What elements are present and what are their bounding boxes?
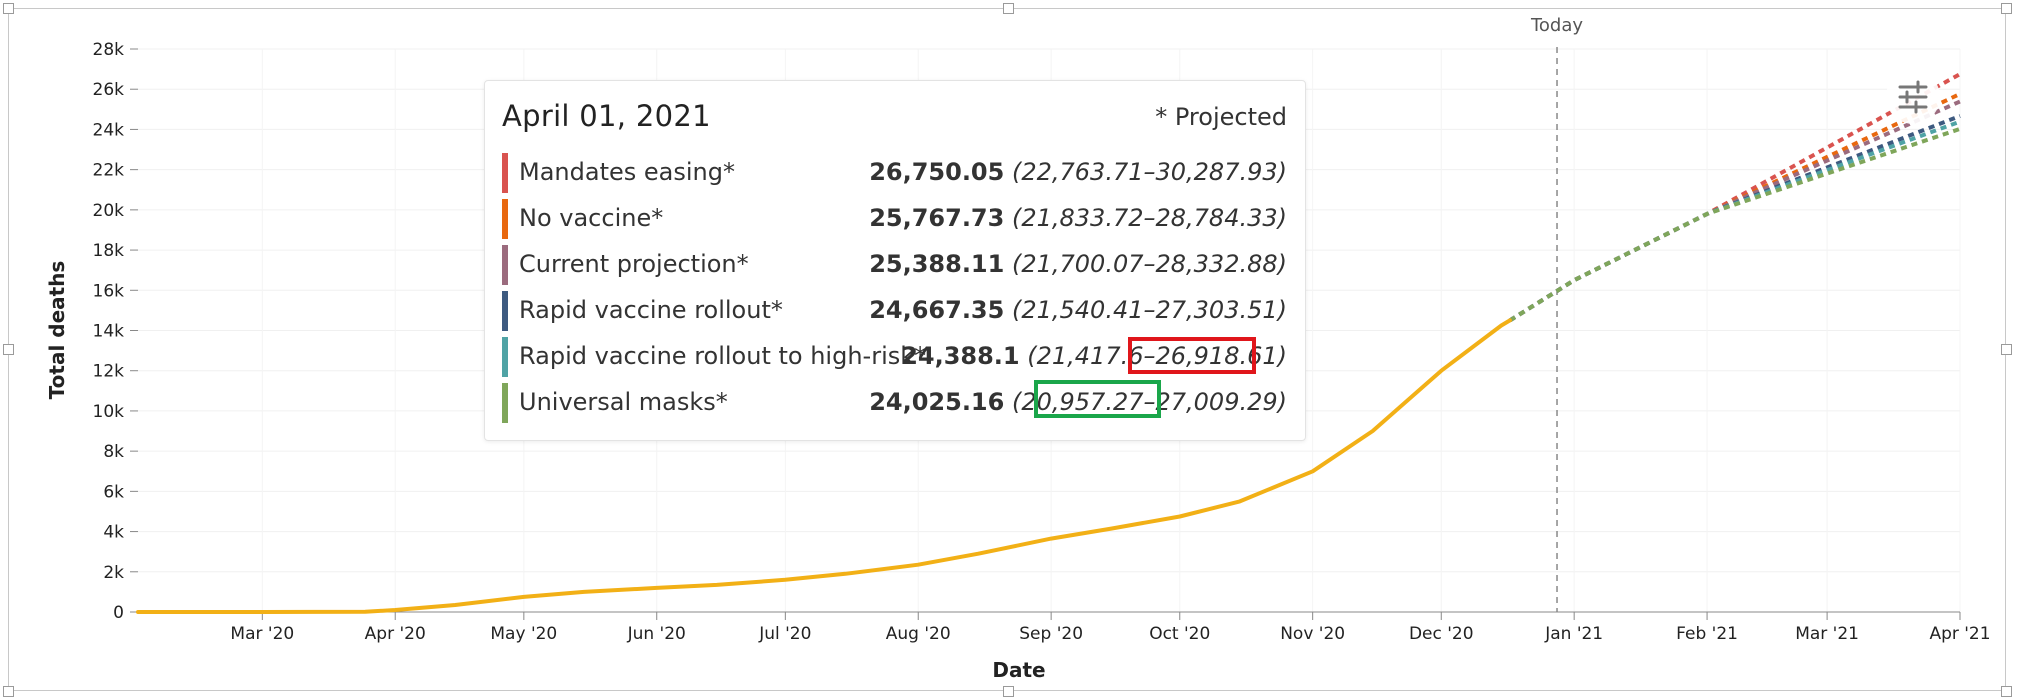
projection-line[interactable] xyxy=(1508,127,1961,323)
series-swatch xyxy=(502,199,508,239)
series-values: 26,750.05 (22,763.71–30,287.93) xyxy=(869,158,1287,186)
resize-handle-right[interactable] xyxy=(2001,344,2012,355)
y-axis-title: Total deaths xyxy=(45,261,69,400)
x-tick-label: Mar '21 xyxy=(1795,624,1859,644)
series-value: 25,767.73 xyxy=(869,204,1005,232)
projection-line[interactable] xyxy=(1508,92,1961,323)
series-value: 24,388.1 xyxy=(901,342,1020,370)
x-tick-label: Jun '20 xyxy=(627,624,686,644)
tooltip-row: Rapid vaccine rollout to high-risk* 24,38… xyxy=(502,337,1287,377)
projection-line[interactable] xyxy=(1508,99,1961,323)
observed-deaths-line[interactable] xyxy=(136,318,1512,614)
x-tick-label: Sep '20 xyxy=(1019,624,1083,644)
y-tick-label: 20k xyxy=(93,201,125,221)
series-swatch xyxy=(502,337,508,377)
x-axis-title: Date xyxy=(992,658,1045,682)
y-tick-label: 0 xyxy=(113,603,124,623)
series-value: 26,750.05 xyxy=(869,158,1005,186)
series-swatch xyxy=(502,153,508,193)
series-interval: (21,700.07–28,332.88) xyxy=(1004,250,1287,278)
series-name: Rapid vaccine rollout* xyxy=(519,296,783,324)
series-values: 24,667.35 (21,540.41–27,303.51) xyxy=(869,296,1287,324)
tooltip-date: April 01, 2021 xyxy=(502,99,711,133)
x-tick-label: Jan '21 xyxy=(1544,624,1603,644)
x-tick-label: Apr '21 xyxy=(1929,624,1990,644)
sliders-icon[interactable] xyxy=(1886,70,1940,124)
y-tick-label: 22k xyxy=(93,161,125,181)
series-swatch xyxy=(502,245,508,285)
tooltip-row: Current projection* 25,388.11 (21,700.07–… xyxy=(502,245,1287,285)
series-values: 24,388.1 (21,417.6–26,918.61) xyxy=(901,342,1287,370)
series-values: 25,767.73 (21,833.72–28,784.33) xyxy=(869,204,1287,232)
series-values: 25,388.11 (21,700.07–28,332.88) xyxy=(869,250,1287,278)
today-label: Today xyxy=(1530,15,1583,36)
tooltip-row: Universal masks* 24,025.16 (20,957.27–27,… xyxy=(502,383,1287,423)
series-interval: (20,957.27–27,009.29) xyxy=(1004,388,1287,416)
series-interval: (21,540.41–27,303.51) xyxy=(1004,296,1287,324)
tooltip-row: No vaccine* 25,767.73 (21,833.72–28,784.3… xyxy=(502,199,1287,239)
projection-lines xyxy=(1508,72,1961,323)
y-tick-label: 16k xyxy=(93,281,125,301)
series-name: Rapid vaccine rollout to high-risk* xyxy=(519,342,927,370)
resize-handle-bottom-left[interactable] xyxy=(3,686,14,697)
y-tick-label: 28k xyxy=(93,40,125,60)
highlight-box-green xyxy=(1034,380,1161,418)
highlight-box-red xyxy=(1128,337,1256,374)
resize-handle-bottom[interactable] xyxy=(1003,686,1014,697)
y-tick-label: 8k xyxy=(103,442,124,462)
tooltip-row: Rapid vaccine rollout* 24,667.35 (21,540.… xyxy=(502,291,1287,331)
x-tick-label: Mar '20 xyxy=(230,624,294,644)
series-interval: (21,833.72–28,784.33) xyxy=(1004,204,1287,232)
x-tick-label: Aug '20 xyxy=(886,624,951,644)
resize-handle-bottom-right[interactable] xyxy=(2001,686,2012,697)
series-name: Universal masks* xyxy=(519,388,728,416)
x-tick-label: May '20 xyxy=(490,624,557,644)
series-name: Current projection* xyxy=(519,250,749,278)
series-name: No vaccine* xyxy=(519,204,664,232)
series-interval: (21,417.6–26,918.61) xyxy=(1019,342,1287,370)
resize-handle-top-left[interactable] xyxy=(3,3,14,14)
tooltip-projected-note: * Projected xyxy=(1155,103,1287,131)
x-tick-label: Dec '20 xyxy=(1409,624,1474,644)
x-axis-ticks: Mar '20 Apr '20 May '20 Jun '20 Jul '20 Aug '… xyxy=(230,612,1991,644)
y-tick-label: 26k xyxy=(93,80,125,100)
series-interval: (22,763.71–30,287.93) xyxy=(1004,158,1287,186)
tooltip-row: Mandates easing* 26,750.05 (22,763.71–30,… xyxy=(502,153,1287,193)
x-tick-label: Nov '20 xyxy=(1280,624,1345,644)
resize-handle-left[interactable] xyxy=(3,344,14,355)
x-tick-label: Apr '20 xyxy=(365,624,426,644)
x-tick-label: Jul '20 xyxy=(758,624,811,644)
resize-handle-top-right[interactable] xyxy=(2001,3,2012,14)
y-axis-ticks: 0 2k 4k 6k 8k 10k 12k 14k 16k 18k 20k 22k 24k 26k 28k xyxy=(93,40,138,623)
series-value: 24,667.35 xyxy=(869,296,1005,324)
hover-tooltip: April 01, 2021 * Projected Mandates easi… xyxy=(484,80,1306,441)
x-tick-label: Oct '20 xyxy=(1149,624,1210,644)
series-swatch xyxy=(502,383,508,423)
x-tick-label: Feb '21 xyxy=(1676,624,1738,644)
y-tick-label: 12k xyxy=(93,362,125,382)
y-tick-label: 10k xyxy=(93,402,125,422)
y-tick-label: 2k xyxy=(103,563,124,583)
series-values: 24,025.16 (20,957.27–27,009.29) xyxy=(869,388,1287,416)
y-tick-label: 6k xyxy=(103,482,124,502)
y-tick-label: 14k xyxy=(93,322,125,342)
series-name: Mandates easing* xyxy=(519,158,735,186)
series-swatch xyxy=(502,291,508,331)
resize-handle-top[interactable] xyxy=(1003,3,1014,14)
y-tick-label: 4k xyxy=(103,523,124,543)
series-value: 25,388.11 xyxy=(869,250,1005,278)
y-tick-label: 18k xyxy=(93,241,125,261)
series-value: 24,025.16 xyxy=(869,388,1005,416)
y-tick-label: 24k xyxy=(93,120,125,140)
